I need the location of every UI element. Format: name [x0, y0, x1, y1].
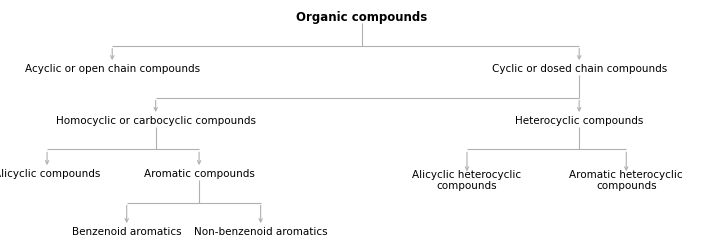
- Text: Cyclic or dosed chain compounds: Cyclic or dosed chain compounds: [492, 64, 667, 74]
- Text: Alicyclic compounds: Alicyclic compounds: [0, 169, 100, 179]
- Text: Organic compounds: Organic compounds: [296, 11, 428, 24]
- Text: Non-benzenoid aromatics: Non-benzenoid aromatics: [194, 227, 327, 237]
- Text: Benzenoid aromatics: Benzenoid aromatics: [72, 227, 182, 237]
- Text: Alicyclic heterocyclic
compounds: Alicyclic heterocyclic compounds: [413, 169, 521, 191]
- Text: Acyclic or open chain compounds: Acyclic or open chain compounds: [25, 64, 200, 74]
- Text: Aromatic compounds: Aromatic compounds: [143, 169, 255, 179]
- Text: Homocyclic or carbocyclic compounds: Homocyclic or carbocyclic compounds: [56, 116, 256, 126]
- Text: Aromatic heterocyclic
compounds: Aromatic heterocyclic compounds: [570, 169, 683, 191]
- Text: Heterocyclic compounds: Heterocyclic compounds: [515, 116, 644, 126]
